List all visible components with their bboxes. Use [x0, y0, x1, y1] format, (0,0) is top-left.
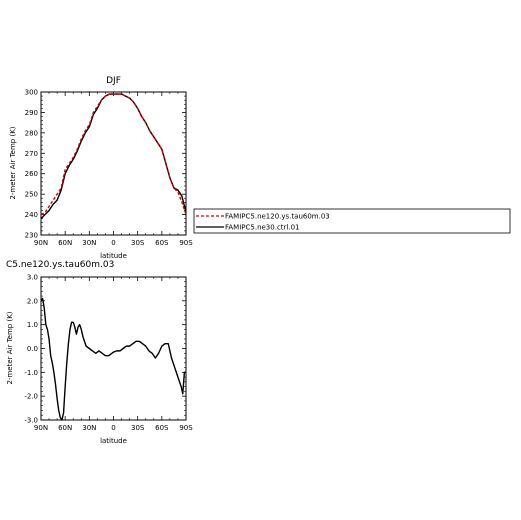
- top-x-tick-label: 30N: [82, 239, 96, 247]
- bottom-y-tick-label: -1.0: [24, 369, 38, 377]
- bottom-series-group: [40, 297, 186, 421]
- bottom-x-axis: 90N 60N 30N 0 30S 60S 90S: [34, 277, 193, 432]
- bottom-plot-frame: [40, 276, 187, 421]
- bottom-y-tick-label: 0.0: [27, 345, 38, 353]
- top-y-tick-label: 260: [25, 170, 38, 178]
- bottom-x-tick-label: 30N: [82, 424, 96, 432]
- legend: FAMIPC5.ne120.ys.tau60m.03 FAMIPC5.ne30.…: [193, 208, 511, 234]
- bottom-series-line: [40, 297, 186, 421]
- top-x-axis: 90N 60N 30N 0 30S 60S 90S: [34, 92, 193, 247]
- top-y-axis: 230 240 250 260 270 280 290 300: [25, 89, 186, 240]
- bottom-x-axis-label: latitude: [100, 437, 127, 445]
- bottom-y-tick-label: 1.0: [27, 321, 38, 329]
- top-y-tick-label: 240: [25, 211, 38, 219]
- top-series-group: [40, 93, 187, 220]
- bottom-x-tick-label: 90N: [34, 424, 48, 432]
- bottom-panel: C5.ne120.ys.tau60m.03 -3.0 -2.0 -1.0 0.0 1.0…: [6, 260, 193, 445]
- bottom-panel-title: C5.ne120.ys.tau60m.03: [6, 260, 114, 270]
- bottom-x-tick-label: 0: [111, 424, 115, 432]
- legend-label-ne120: FAMIPC5.ne120.ys.tau60m.03: [225, 213, 330, 221]
- bottom-y-tick-label: -3.0: [24, 417, 38, 425]
- top-y-tick-label: 270: [25, 150, 38, 158]
- bottom-x-tick-label: 30S: [131, 424, 145, 432]
- top-x-tick-label: 30S: [131, 239, 145, 247]
- bottom-y-tick-label: -2.0: [24, 393, 38, 401]
- top-y-tick-label: 280: [25, 129, 38, 137]
- top-x-axis-label: latitude: [100, 252, 127, 260]
- top-x-tick-label: 90N: [34, 239, 48, 247]
- top-y-axis-label: 2-meter Air Temp (K): [9, 126, 17, 199]
- bottom-x-tick-label: 90S: [179, 424, 193, 432]
- legend-label-ne30: FAMIPC5.ne30.ctrl.01: [225, 224, 300, 232]
- top-y-tick-label: 290: [25, 109, 38, 117]
- bottom-y-axis: -3.0 -2.0 -1.0 0.0 1.0 2.0 3.0: [24, 274, 186, 425]
- top-panel-title: DJF: [106, 76, 121, 86]
- bottom-x-tick-label: 60N: [58, 424, 72, 432]
- top-x-tick-label: 0: [111, 239, 115, 247]
- top-y-tick-label: 250: [25, 191, 38, 199]
- top-x-tick-label: 60N: [58, 239, 72, 247]
- bottom-y-tick-label: 3.0: [27, 274, 38, 282]
- bottom-x-tick-label: 60S: [155, 424, 169, 432]
- top-series-line-ne120: [40, 93, 187, 216]
- top-x-tick-label: 60S: [155, 239, 169, 247]
- top-y-tick-label: 230: [25, 232, 38, 240]
- bottom-y-axis-label: 2-meter Air Temp (K): [6, 311, 14, 384]
- top-x-tick-label: 90S: [179, 239, 193, 247]
- legend-box: [193, 208, 511, 234]
- top-panel: DJF 230 240 250 260 270 280 290 300 90N 60N 30N 0 3…: [9, 76, 193, 260]
- top-y-tick-label: 300: [25, 89, 38, 97]
- bottom-y-tick-label: 2.0: [27, 297, 38, 305]
- top-plot-frame: [40, 91, 187, 236]
